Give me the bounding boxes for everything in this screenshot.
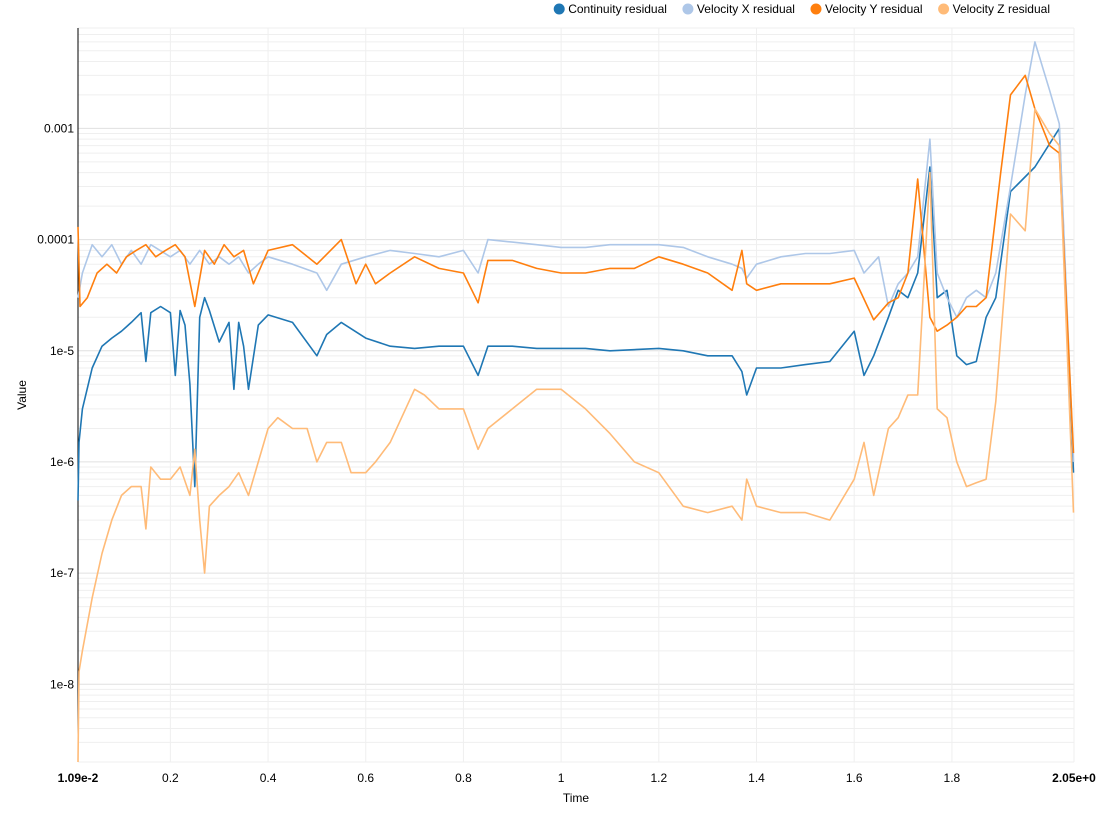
x-axis-title: Time	[563, 791, 590, 805]
y-axis-ticks: 0.001 0.0001 1e-5 1e-6 1e-7 1e-8	[37, 121, 74, 691]
legend-marker	[938, 3, 950, 15]
x-tick-label: 1.2	[650, 771, 667, 785]
plot-grid	[77, 27, 1075, 763]
legend-label: Velocity Y residual	[825, 2, 923, 16]
legend-marker	[682, 3, 694, 15]
legend-item[interactable]: Velocity Z residual	[938, 2, 1050, 16]
legend-label: Velocity X residual	[697, 2, 795, 16]
x-tick-label: 1.09e-2	[58, 771, 99, 785]
series-line-1	[77, 127, 1075, 501]
series-line-2	[77, 41, 1075, 462]
plot-series	[77, 41, 1075, 763]
y-tick-label: 1e-7	[50, 566, 74, 580]
legend-item[interactable]: Velocity Y residual	[810, 2, 923, 16]
x-tick-label: 0.2	[162, 771, 179, 785]
y-tick-label: 1e-5	[50, 344, 74, 358]
y-tick-label: 0.001	[44, 121, 74, 135]
y-tick-label: 0.0001	[37, 233, 74, 247]
legend-item[interactable]: Velocity X residual	[682, 2, 795, 16]
y-axis-title: Value	[15, 380, 29, 410]
legend-label: Continuity residual	[568, 2, 667, 16]
series-line-4	[77, 108, 1075, 763]
x-tick-label: 0.6	[357, 771, 374, 785]
legend-marker	[553, 3, 565, 15]
x-tick-label: 2.05e+0	[1052, 771, 1096, 785]
y-tick-label: 1e-8	[50, 677, 74, 691]
y-tick-label: 1e-6	[50, 455, 74, 469]
x-tick-label: 0.8	[455, 771, 472, 785]
x-tick-label: 1	[558, 771, 565, 785]
x-tick-label: 1.6	[846, 771, 863, 785]
x-axis-ticks: 1.09e-2 0.2 0.4 0.6 0.8 1 1.2 1.4 1.6 1.8 2.05e+0	[58, 771, 1097, 785]
legend-marker	[810, 3, 822, 15]
series-line-3	[77, 74, 1075, 454]
legend: Continuity residual Velocity X residual Ve…	[553, 2, 1050, 16]
legend-item[interactable]: Continuity residual	[553, 2, 667, 16]
x-tick-label: 1.4	[748, 771, 765, 785]
x-tick-label: 0.4	[260, 771, 277, 785]
x-tick-label: 1.8	[944, 771, 961, 785]
legend-label: Velocity Z residual	[953, 2, 1050, 16]
